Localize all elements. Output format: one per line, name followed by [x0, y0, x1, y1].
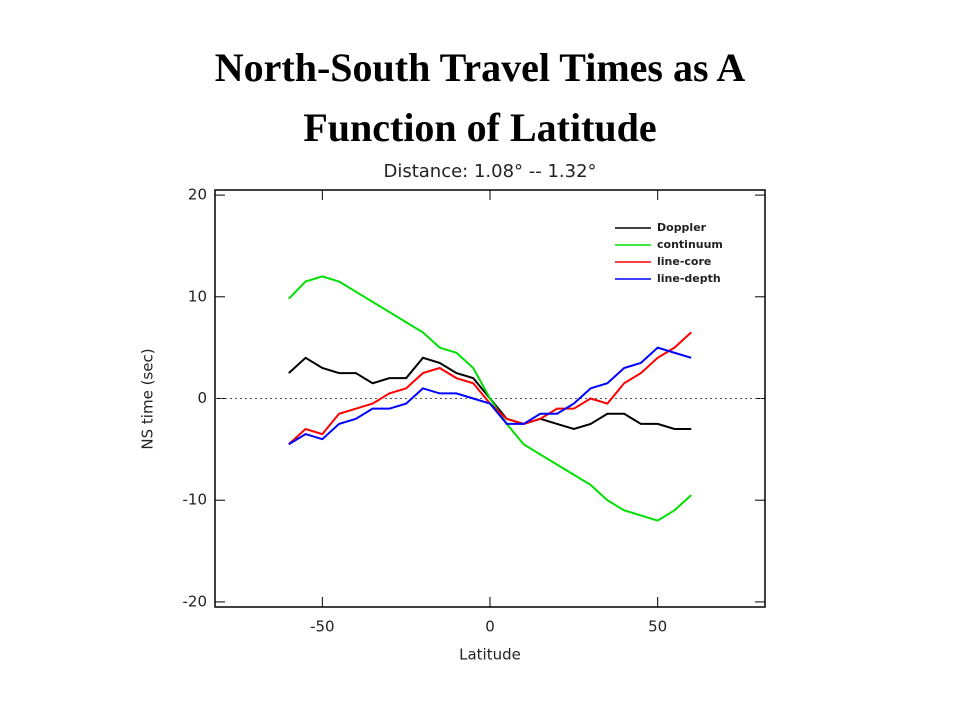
- y-tick-label: -20: [183, 592, 208, 610]
- x-axis-label: Latitude: [459, 646, 521, 664]
- series-line: [288, 331, 692, 446]
- legend-label: line-core: [657, 255, 711, 268]
- series-line: [288, 356, 692, 431]
- y-axis-label: NS time (sec): [139, 348, 157, 449]
- slide-title: Function of Latitude: [303, 105, 657, 150]
- legend-label: Doppler: [657, 221, 707, 234]
- y-tick-label: 10: [188, 287, 207, 305]
- chart-title: Distance: 1.08° -- 1.32°: [383, 161, 596, 182]
- x-tick-label: 0: [485, 618, 495, 636]
- slide-title: North-South Travel Times as A: [214, 45, 746, 90]
- x-tick-label: 50: [648, 618, 667, 636]
- y-tick-label: 20: [188, 186, 207, 204]
- series-line: [288, 346, 692, 446]
- y-tick-label: 0: [197, 389, 207, 407]
- legend-label: continuum: [657, 238, 723, 251]
- legend-label: line-depth: [657, 272, 721, 285]
- series-line: [288, 275, 692, 522]
- x-tick-label: -50: [310, 618, 335, 636]
- y-tick-label: -10: [183, 491, 208, 509]
